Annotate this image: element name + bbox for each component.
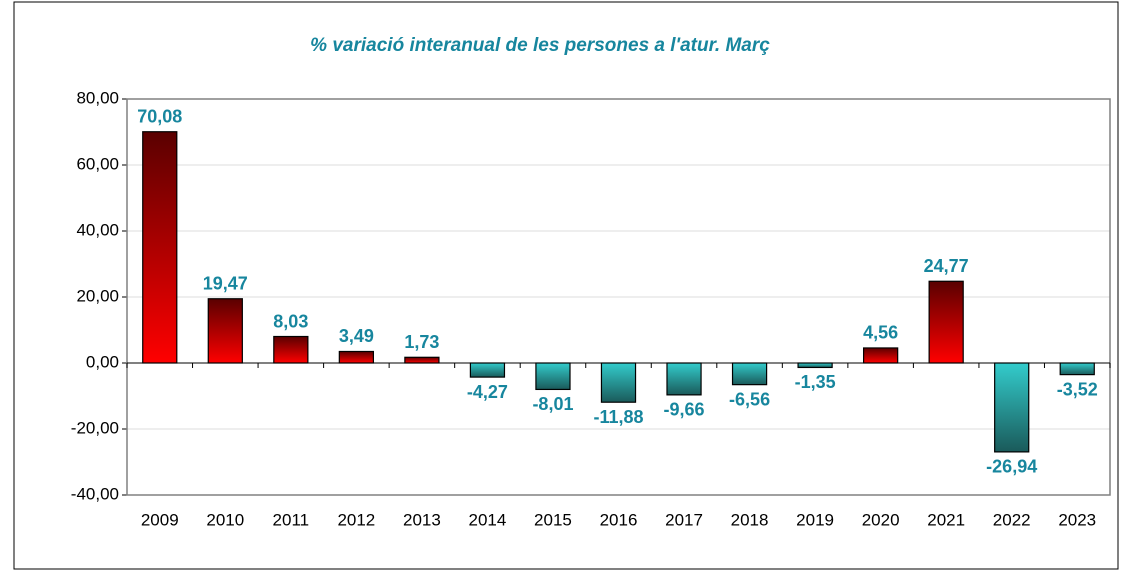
bar — [469, 362, 506, 378]
value-label: 19,47 — [203, 273, 248, 293]
x-tick-label: 2015 — [534, 510, 572, 529]
x-tick-label: 2023 — [1058, 510, 1096, 529]
bar — [862, 347, 899, 364]
x-tick-label: 2018 — [731, 510, 769, 529]
x-tick-label: 2019 — [796, 510, 834, 529]
bar — [731, 362, 768, 386]
value-label: 24,77 — [924, 256, 969, 276]
value-label: 8,03 — [273, 311, 308, 331]
x-tick-label: 2010 — [206, 510, 244, 529]
x-tick-label: 2009 — [141, 510, 179, 529]
bar — [666, 362, 702, 396]
y-tick-label: -40,00 — [71, 484, 119, 503]
bar — [797, 362, 833, 369]
y-tick-label: 60,00 — [76, 154, 119, 173]
value-label: 4,56 — [863, 323, 898, 343]
x-tick-label: 2022 — [993, 510, 1031, 529]
x-tick-label: 2013 — [403, 510, 441, 529]
bar — [994, 362, 1030, 453]
value-label: -6,56 — [729, 389, 770, 409]
chart-title: % variació interanual de les persones a … — [310, 35, 770, 56]
bar — [404, 356, 440, 364]
y-tick-label: 80,00 — [76, 88, 119, 107]
value-label: -11,88 — [593, 407, 643, 427]
bar — [273, 335, 309, 364]
plot-border — [126, 98, 1111, 496]
value-label: -9,66 — [664, 400, 705, 420]
bar — [207, 298, 243, 364]
x-tick-label: 2021 — [927, 510, 965, 529]
value-label: 1,73 — [404, 332, 439, 352]
value-label: -3,52 — [1057, 379, 1098, 399]
x-tick-label: 2016 — [600, 510, 638, 529]
bar — [535, 362, 571, 391]
x-tick-label: 2011 — [273, 510, 310, 529]
frame — [13, 1, 1119, 570]
x-tick-label: 2012 — [337, 510, 375, 529]
bar — [142, 131, 178, 364]
bar — [1059, 362, 1095, 376]
value-label: -4,27 — [467, 382, 508, 402]
value-label: -8,01 — [532, 394, 573, 414]
value-label: -1,35 — [795, 372, 836, 392]
x-tick-label: 2017 — [665, 510, 703, 529]
y-tick-label: 0,00 — [86, 352, 119, 371]
value-label: 70,08 — [137, 106, 182, 126]
value-label: -26,94 — [986, 457, 1037, 477]
x-tick-label: 2020 — [862, 510, 900, 529]
bar — [338, 350, 375, 364]
y-tick-label: -20,00 — [71, 418, 119, 437]
value-label: 3,49 — [339, 326, 374, 346]
y-tick-label: 40,00 — [76, 220, 119, 239]
bar — [928, 280, 964, 364]
x-tick-label: 2014 — [469, 510, 507, 529]
y-tick-label: 20,00 — [76, 286, 119, 305]
bar — [600, 362, 637, 403]
